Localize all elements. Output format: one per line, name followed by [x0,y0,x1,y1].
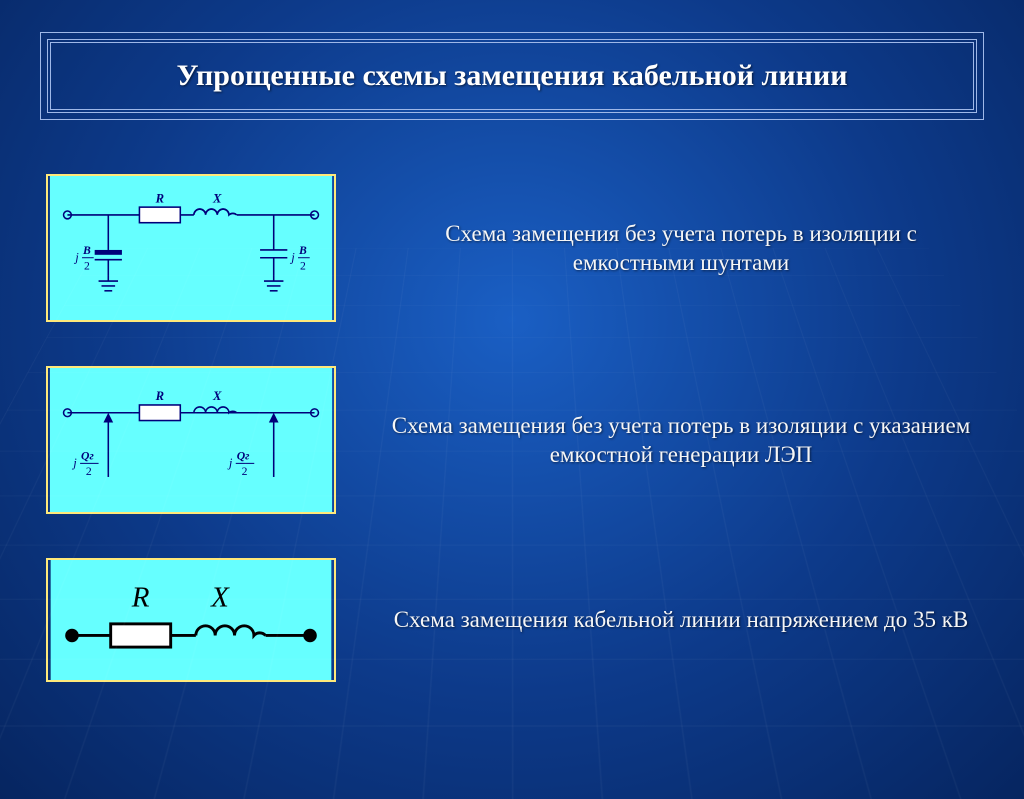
label-2-l2: 2 [86,465,92,478]
label-B-left: B [82,244,91,257]
row-3: R X Схема замещения кабельной линии напр… [46,558,978,682]
label-Qg-r: Qг [237,449,250,462]
label-2-right: 2 [300,259,306,272]
diagram-series-rx: R X [46,558,336,682]
label-R2: R [155,389,164,403]
title-inner: Упрощенные схемы замещения кабельной лин… [47,39,977,113]
desc-3: Схема замещения кабельной линии напряжен… [384,605,978,634]
diagram-pi-capacitive: R X j B 2 [46,174,336,322]
label-R3: R [131,581,150,613]
diagram-pi-generation: R X j Qг 2 j Qг 2 [46,366,336,514]
label-X: X [212,191,222,205]
desc-2: Схема замещения без учета потерь в изоля… [384,411,978,470]
label-X2: X [212,389,222,403]
label-2-left: 2 [84,259,90,272]
row-1: R X j B 2 [46,174,978,322]
label-B-right: B [298,244,307,257]
label-R: R [155,191,164,205]
label-2-r2: 2 [242,465,248,478]
title-frame: Упрощенные схемы замещения кабельной лин… [40,32,984,120]
label-Qg-l: Qг [81,449,94,462]
desc-1: Схема замещения без учета потерь в изоля… [384,219,978,278]
page-title: Упрощенные схемы замещения кабельной лин… [71,59,953,93]
label-X3: X [210,581,230,613]
row-2: R X j Qг 2 j Qг 2 Схема замещения без уч… [46,366,978,514]
content-area: R X j B 2 [0,174,1024,682]
